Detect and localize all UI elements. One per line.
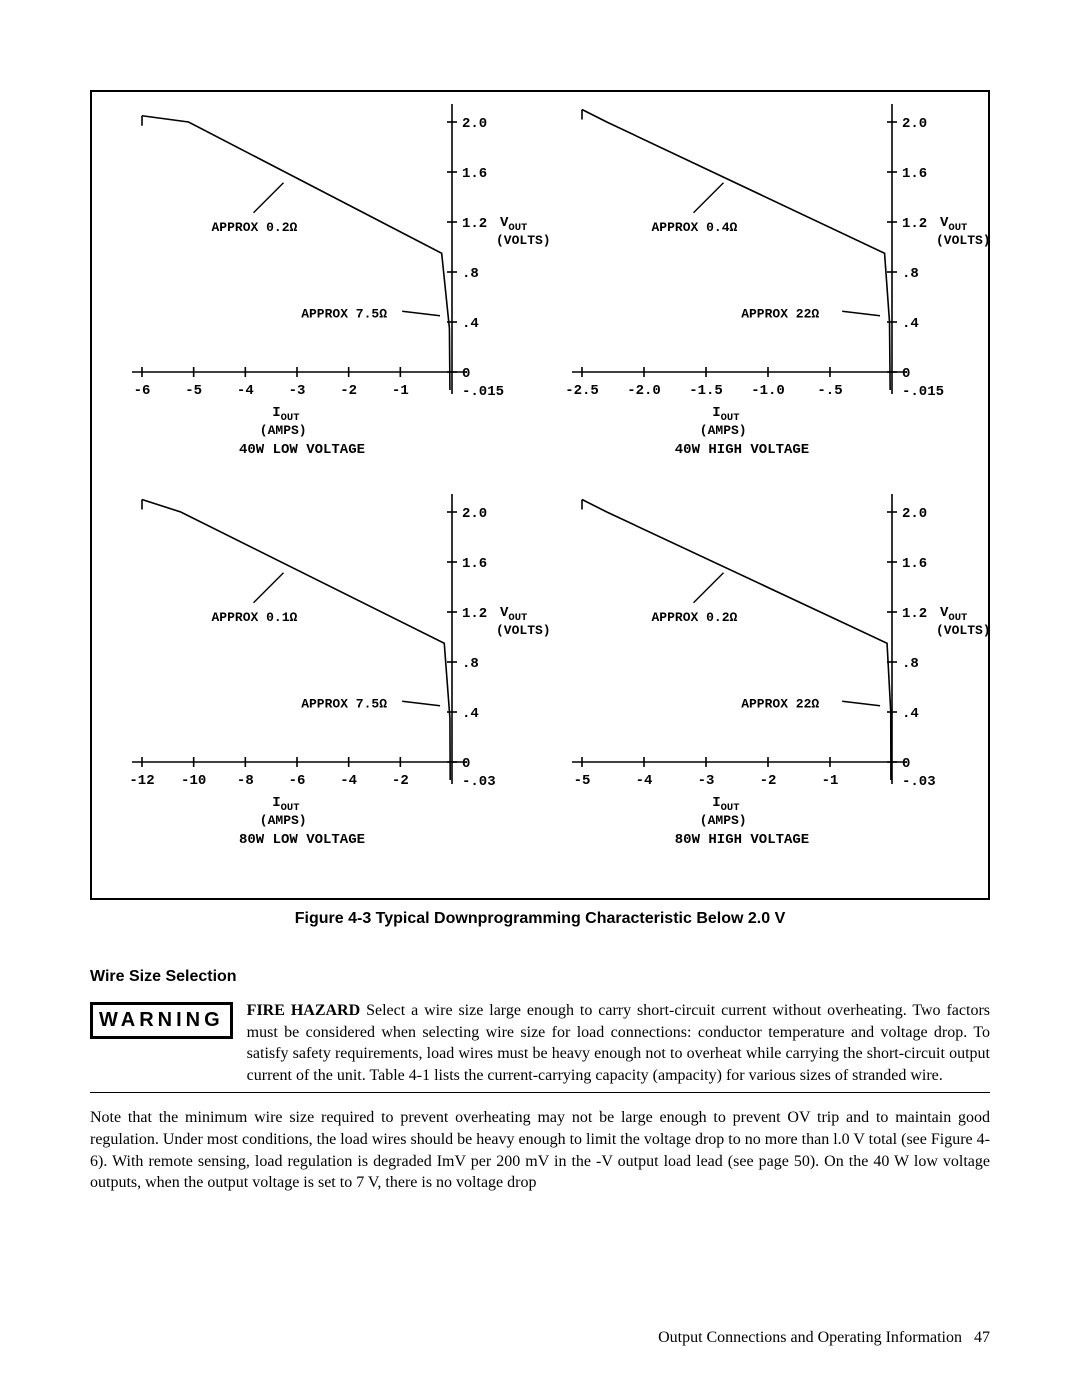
svg-text:VOUT: VOUT <box>940 605 967 624</box>
svg-text:-.5: -.5 <box>817 383 842 399</box>
svg-text:.8: .8 <box>462 656 479 672</box>
svg-text:1.2: 1.2 <box>462 216 487 232</box>
svg-text:-2.0: -2.0 <box>627 383 661 399</box>
chart-title-c80lv: 80W LOW VOLTAGE <box>202 832 402 848</box>
svg-text:(AMPS): (AMPS) <box>700 423 747 438</box>
svg-text:.8: .8 <box>462 266 479 282</box>
chart-svg: 0 .4 .8 1.2 1.6 2.0 -.015 -6 -5 -4 -3 -2 -1 APPROX 0.… <box>122 102 522 432</box>
body-paragraph: Note that the minimum wire size required… <box>90 1107 990 1193</box>
footer-page-number: 47 <box>974 1329 990 1346</box>
svg-text:APPROX 7.5Ω: APPROX 7.5Ω <box>301 306 387 321</box>
svg-text:-1.0: -1.0 <box>751 383 785 399</box>
svg-text:.4: .4 <box>462 706 479 722</box>
svg-text:IOUT: IOUT <box>712 795 739 814</box>
chart-title-c40hv: 40W HIGH VOLTAGE <box>642 442 842 458</box>
chart-c40lv: 0 .4 .8 1.2 1.6 2.0 -.015 -6 -5 -4 -3 -2 -1 APPROX 0.… <box>122 102 522 437</box>
svg-text:0: 0 <box>462 366 470 382</box>
svg-text:-1.5: -1.5 <box>689 383 723 399</box>
chart-c80lv: 0 .4 .8 1.2 1.6 2.0 -.03 -12 -10 -8 -6 -4 -2 APPROX 0… <box>122 492 522 827</box>
svg-text:0: 0 <box>902 756 910 772</box>
svg-text:(VOLTS): (VOLTS) <box>936 233 991 248</box>
svg-text:-10: -10 <box>181 773 206 789</box>
svg-text:APPROX 0.2Ω: APPROX 0.2Ω <box>652 610 738 625</box>
svg-text:-.015: -.015 <box>462 384 504 400</box>
svg-text:APPROX 0.1Ω: APPROX 0.1Ω <box>212 610 298 625</box>
section-heading-wire-size: Wire Size Selection <box>90 968 990 986</box>
svg-text:IOUT: IOUT <box>272 405 299 424</box>
svg-text:IOUT: IOUT <box>712 405 739 424</box>
svg-text:.4: .4 <box>462 316 479 332</box>
svg-text:VOUT: VOUT <box>500 605 527 624</box>
svg-text:(AMPS): (AMPS) <box>260 423 307 438</box>
svg-text:-1: -1 <box>822 773 839 789</box>
svg-text:2.0: 2.0 <box>462 506 487 522</box>
svg-text:.8: .8 <box>902 656 919 672</box>
svg-text:VOUT: VOUT <box>940 215 967 234</box>
svg-text:-6: -6 <box>289 773 306 789</box>
warning-text: FIRE HAZARD Select a wire size large eno… <box>247 1000 990 1086</box>
svg-text:1.6: 1.6 <box>462 556 487 572</box>
footer-section: Output Connections and Operating Informa… <box>658 1329 962 1346</box>
svg-text:1.6: 1.6 <box>902 556 927 572</box>
svg-text:-4: -4 <box>237 383 254 399</box>
svg-text:-.015: -.015 <box>902 384 944 400</box>
warning-lead: FIRE HAZARD <box>247 1002 360 1019</box>
svg-text:2.0: 2.0 <box>902 506 927 522</box>
svg-text:(VOLTS): (VOLTS) <box>496 623 551 638</box>
svg-text:-1: -1 <box>392 383 409 399</box>
svg-text:-4: -4 <box>340 773 357 789</box>
chart-svg: 0 .4 .8 1.2 1.6 2.0 -.03 -12 -10 -8 -6 -4 -2 APPROX 0… <box>122 492 522 822</box>
svg-text:IOUT: IOUT <box>272 795 299 814</box>
svg-text:(VOLTS): (VOLTS) <box>936 623 991 638</box>
svg-text:1.2: 1.2 <box>462 606 487 622</box>
chart-svg: 0 .4 .8 1.2 1.6 2.0 -.03 -5 -4 -3 -2 -1 APPROX 0.2Ω A… <box>562 492 962 822</box>
chart-svg: 0 .4 .8 1.2 1.6 2.0 -.015 -2.5 -2.0 -1.5 -1.0 -.5 AP… <box>562 102 962 432</box>
svg-text:1.6: 1.6 <box>902 166 927 182</box>
svg-text:-.03: -.03 <box>462 774 496 790</box>
svg-text:(VOLTS): (VOLTS) <box>496 233 551 248</box>
svg-text:2.0: 2.0 <box>902 116 927 132</box>
svg-text:VOUT: VOUT <box>500 215 527 234</box>
svg-text:-5: -5 <box>185 383 202 399</box>
figure-box: 0 .4 .8 1.2 1.6 2.0 -.015 -6 -5 -4 -3 -2 -1 APPROX 0.… <box>90 90 990 900</box>
svg-text:APPROX 0.2Ω: APPROX 0.2Ω <box>212 220 298 235</box>
svg-text:.4: .4 <box>902 316 919 332</box>
svg-text:APPROX 22Ω: APPROX 22Ω <box>741 306 819 321</box>
svg-text:-8: -8 <box>237 773 254 789</box>
page-footer: Output Connections and Operating Informa… <box>658 1329 990 1347</box>
svg-text:-2: -2 <box>340 383 357 399</box>
svg-text:-12: -12 <box>129 773 154 789</box>
svg-text:-.03: -.03 <box>902 774 936 790</box>
svg-text:APPROX 0.4Ω: APPROX 0.4Ω <box>652 220 738 235</box>
warning-badge: WARNING <box>90 1002 233 1039</box>
svg-text:-6: -6 <box>134 383 151 399</box>
svg-text:-2: -2 <box>760 773 777 789</box>
svg-text:1.2: 1.2 <box>902 606 927 622</box>
svg-text:-2: -2 <box>392 773 409 789</box>
svg-text:APPROX 22Ω: APPROX 22Ω <box>741 696 819 711</box>
chart-c40hv: 0 .4 .8 1.2 1.6 2.0 -.015 -2.5 -2.0 -1.5 -1.0 -.5 AP… <box>562 102 962 437</box>
svg-text:0: 0 <box>902 366 910 382</box>
chart-title-c40lv: 40W LOW VOLTAGE <box>202 442 402 458</box>
svg-text:2.0: 2.0 <box>462 116 487 132</box>
svg-text:(AMPS): (AMPS) <box>260 813 307 828</box>
svg-text:-2.5: -2.5 <box>565 383 599 399</box>
svg-text:.4: .4 <box>902 706 919 722</box>
figure-caption: Figure 4-3 Typical Downprogramming Chara… <box>90 910 990 928</box>
svg-text:APPROX 7.5Ω: APPROX 7.5Ω <box>301 696 387 711</box>
svg-text:(AMPS): (AMPS) <box>700 813 747 828</box>
svg-text:-3: -3 <box>698 773 715 789</box>
chart-title-c80hv: 80W HIGH VOLTAGE <box>642 832 842 848</box>
svg-text:0: 0 <box>462 756 470 772</box>
svg-text:1.2: 1.2 <box>902 216 927 232</box>
warning-block: WARNING FIRE HAZARD Select a wire size l… <box>90 1000 990 1093</box>
svg-text:.8: .8 <box>902 266 919 282</box>
svg-text:-3: -3 <box>289 383 306 399</box>
svg-text:-5: -5 <box>574 773 591 789</box>
chart-c80hv: 0 .4 .8 1.2 1.6 2.0 -.03 -5 -4 -3 -2 -1 APPROX 0.2Ω A… <box>562 492 962 827</box>
svg-text:1.6: 1.6 <box>462 166 487 182</box>
svg-text:-4: -4 <box>636 773 653 789</box>
